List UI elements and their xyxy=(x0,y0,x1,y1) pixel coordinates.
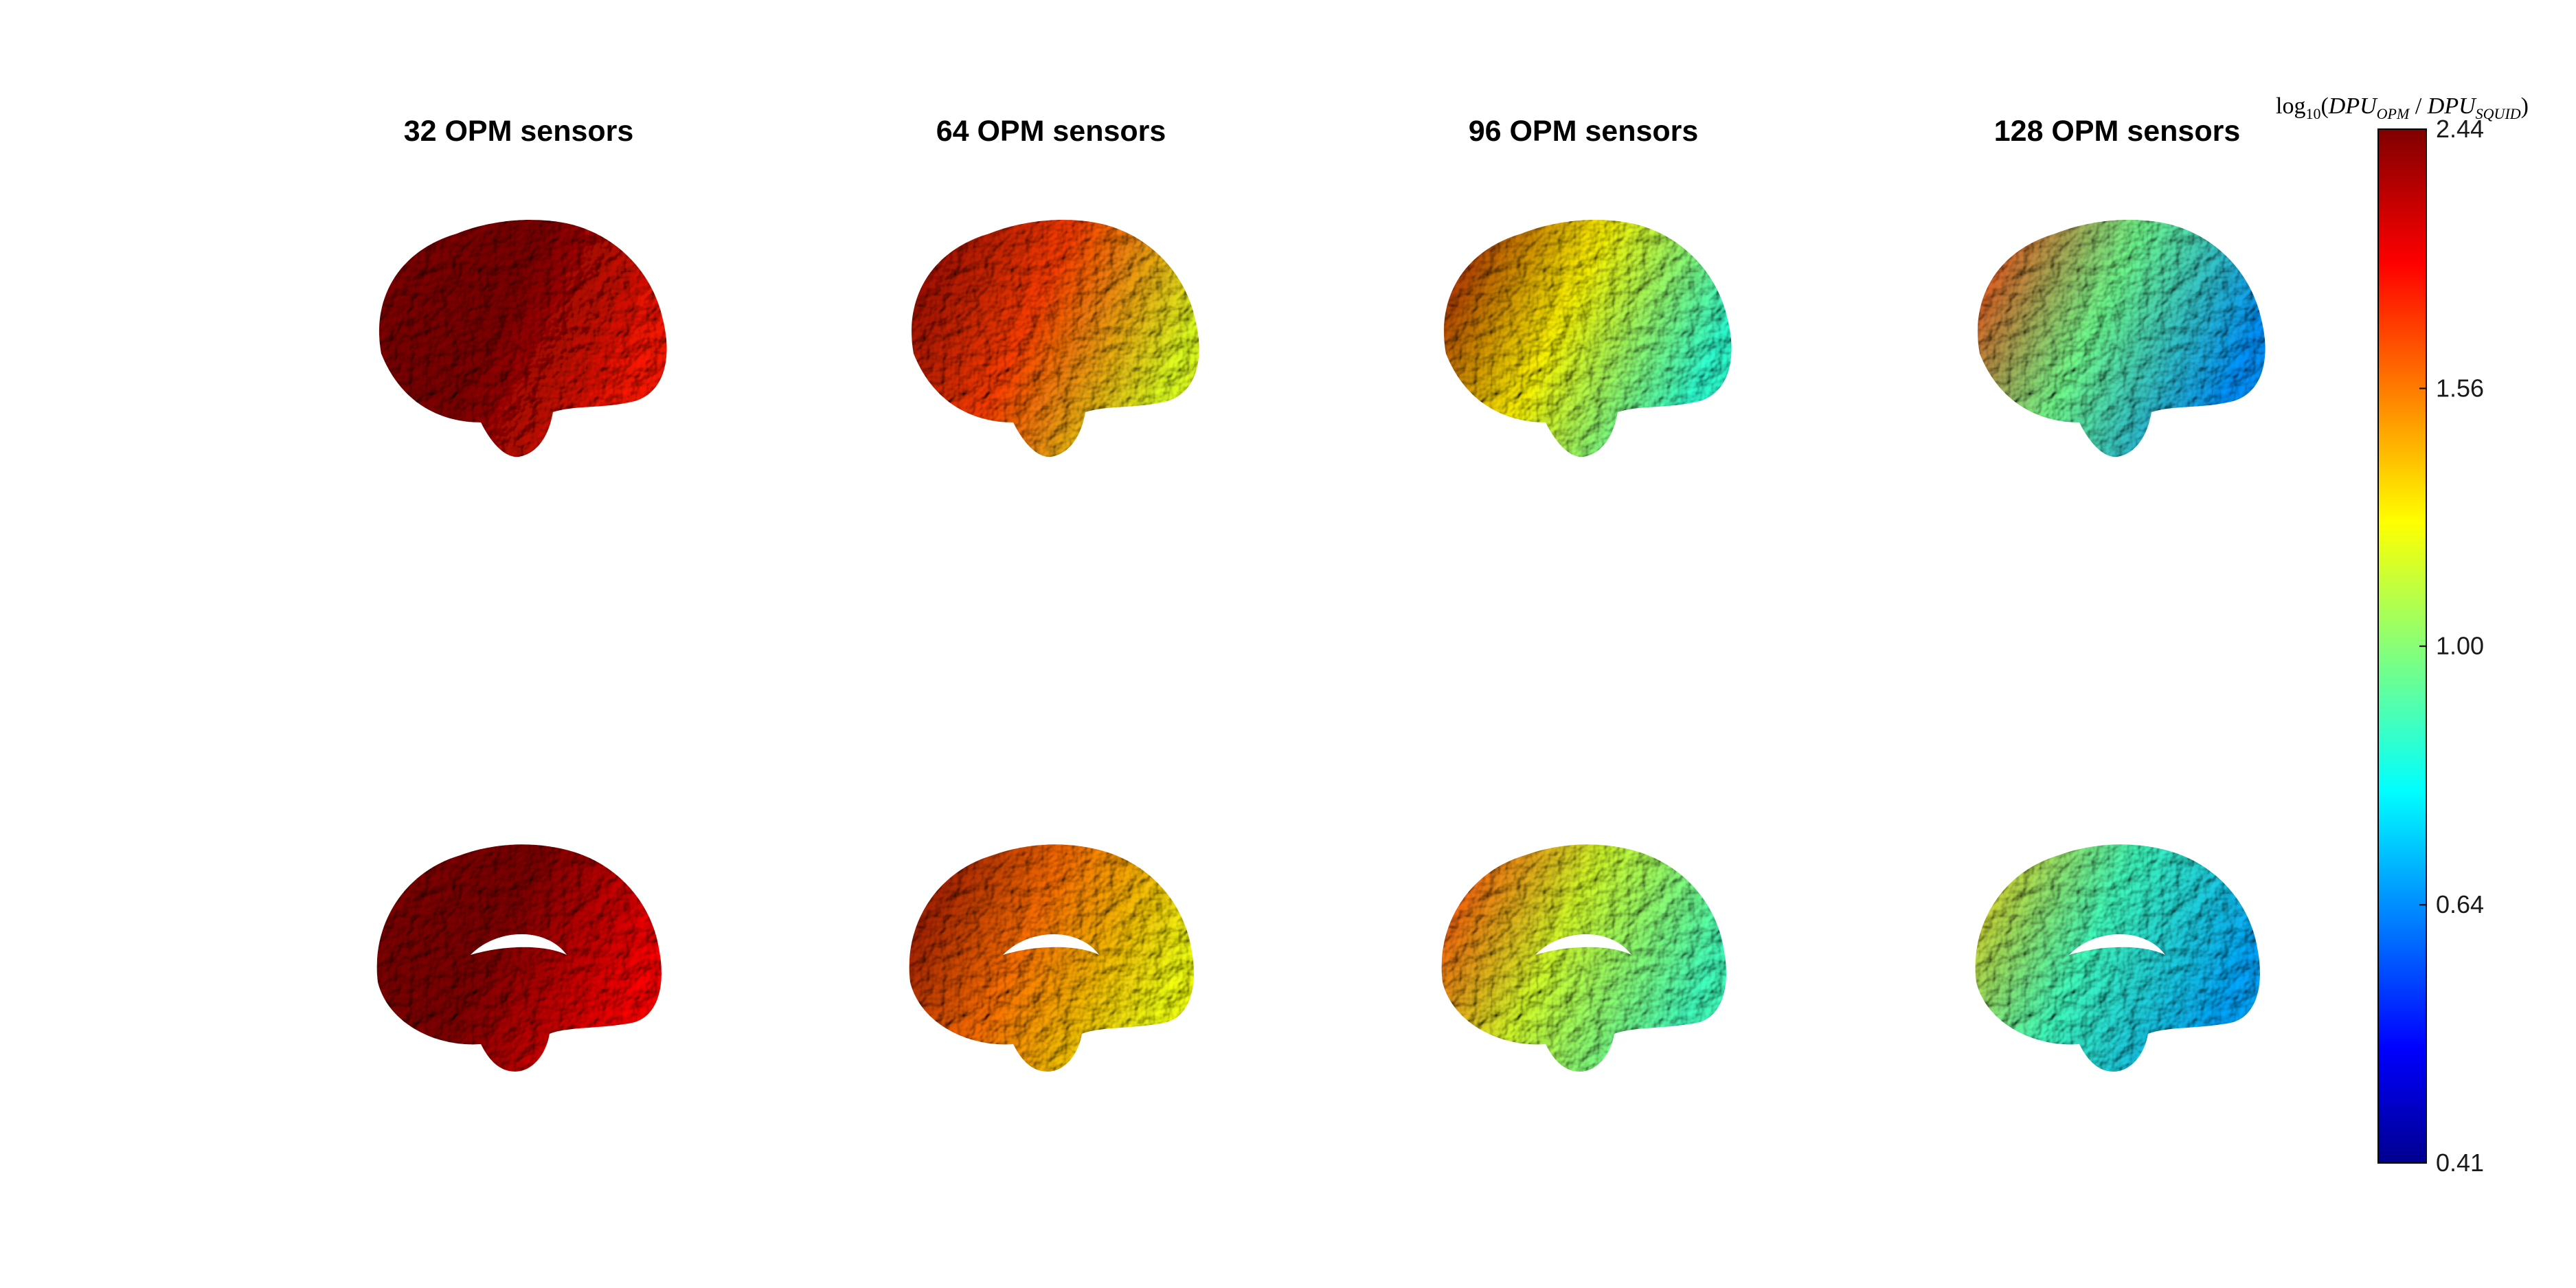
brain-lateral-view xyxy=(1443,220,1732,457)
column-title: 96 OPM sensors xyxy=(1469,115,1699,148)
brain-lateral-view xyxy=(1977,220,2266,457)
colorbar: log10(DPUOPM / DPUSQUID) 2.44 1.56 1.00 0.6… xyxy=(2276,93,2529,1177)
brain-medial-view xyxy=(1975,844,2260,1072)
colorbar-tick-label: 0.41 xyxy=(2436,1149,2484,1177)
brain-lateral-view xyxy=(379,220,667,457)
colorbar-tick-label: 1.56 xyxy=(2436,374,2484,402)
column-title: 128 OPM sensors xyxy=(1994,115,2241,148)
brain-medial-view xyxy=(1441,844,1726,1072)
colorbar-tick-label: 2.44 xyxy=(2436,115,2484,143)
colorbar-tick-label: 0.64 xyxy=(2436,890,2484,918)
colorbar-gradient xyxy=(2377,128,2427,1164)
colorbar-tick-label: 1.00 xyxy=(2436,632,2484,660)
colorbar-title: log10(DPUOPM / DPUSQUID) xyxy=(2276,93,2529,122)
brain-medial-view xyxy=(909,844,1194,1072)
brain-medial-view xyxy=(376,844,662,1072)
column-title: 32 OPM sensors xyxy=(404,115,634,148)
column-title: 64 OPM sensors xyxy=(936,115,1166,148)
brain-lateral-view xyxy=(911,220,1199,457)
